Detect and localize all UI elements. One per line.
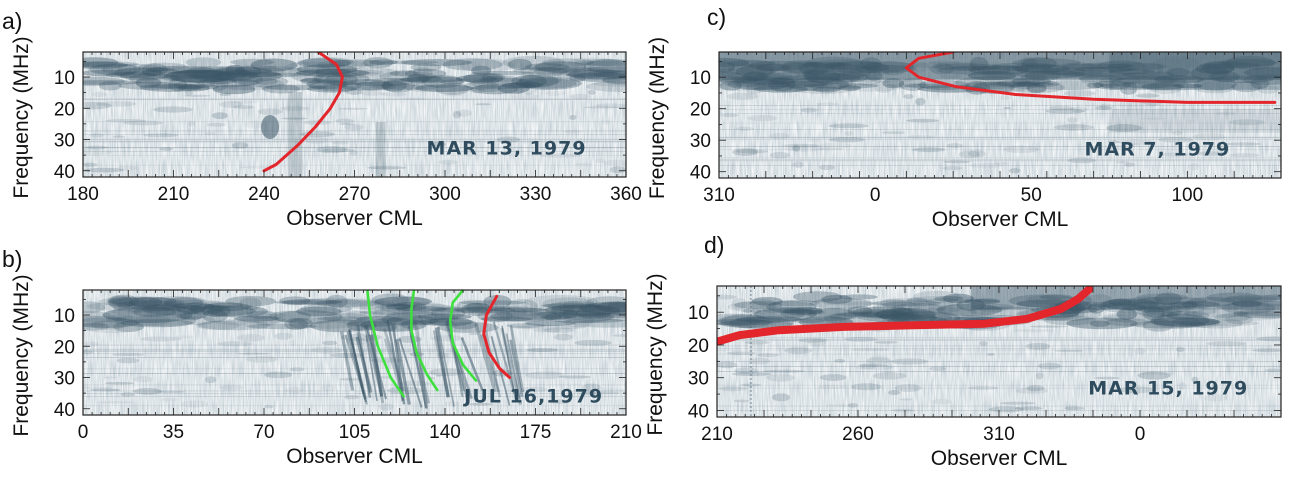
- y-axis-title: Frequency (MHz): [644, 273, 667, 435]
- x-tick-label: 210: [610, 422, 642, 443]
- panel-label: b): [2, 246, 22, 272]
- date-stamp: JUL 16,1979: [462, 386, 603, 408]
- spectrogram-texture: [717, 286, 1281, 417]
- x-tick-label: 0: [78, 422, 89, 443]
- y-tick-label: 40: [54, 400, 75, 421]
- y-tick-label: 30: [688, 369, 709, 390]
- x-axis-title: Observer CML: [286, 445, 423, 468]
- spectrogram-texture: [83, 290, 626, 415]
- y-tick-label: 40: [690, 163, 711, 184]
- green-curve-1: [366, 290, 405, 398]
- y-tick-label: 10: [54, 68, 75, 89]
- x-tick-label: 180: [67, 184, 99, 205]
- date-stamp: MAR 7, 1979: [1084, 138, 1230, 160]
- spectrogram-texture: [719, 52, 1281, 178]
- y-tick-label: 20: [54, 99, 75, 120]
- y-axis-title: Frequency (MHz): [10, 36, 33, 198]
- panel-label: a): [2, 8, 22, 34]
- y-tick-label: 40: [688, 401, 709, 422]
- x-tick-label: 310: [703, 185, 735, 206]
- y-tick-label: 20: [688, 336, 709, 357]
- panel-label: c): [707, 4, 726, 30]
- x-tick-label: 70: [253, 422, 274, 443]
- x-tick-label: 100: [1171, 185, 1203, 206]
- panel-b: 0 35 70 105 140 175 210 10 20 30 40 Observer CML Fre…: [2, 246, 642, 468]
- y-tick-label: 40: [54, 162, 75, 183]
- spectrogram-texture: [83, 52, 626, 177]
- y-axis-title: Frequency (MHz): [10, 274, 33, 436]
- panel-a: 180 210 240 270 300 330 360 10 20 30 40 Observer CM…: [2, 8, 642, 230]
- y-tick-label: 20: [54, 337, 75, 358]
- red-curve-1: [262, 52, 344, 173]
- x-tick-label: 140: [429, 422, 461, 443]
- red-curve-1: [904, 52, 1277, 104]
- x-axis-title: Observer CML: [932, 208, 1069, 231]
- x-tick-label: 260: [842, 424, 874, 445]
- y-axis-title: Frequency (MHz): [646, 37, 669, 199]
- y-tick-label: 30: [54, 131, 75, 152]
- panel-label: d): [704, 232, 724, 258]
- y-tick-label: 10: [688, 303, 709, 324]
- x-axis-title: Observer CML: [286, 207, 423, 230]
- y-tick-label: 30: [54, 369, 75, 390]
- red-curve-4: [482, 294, 512, 379]
- x-tick-label: 360: [610, 184, 642, 205]
- green-curve-3: [448, 290, 478, 382]
- panel-c: 310 0 50 100 10 20 30 40 Observer CML Frequency (…: [646, 4, 1282, 231]
- panel-d: 210 260 310 0 10 20 30 40 Observer CML Frequency …: [644, 232, 1282, 470]
- y-tick-label: 30: [690, 131, 711, 152]
- x-tick-label: 105: [339, 422, 371, 443]
- x-tick-label: 175: [520, 422, 552, 443]
- green-curve-2: [410, 290, 439, 392]
- x-tick-label: 270: [339, 184, 371, 205]
- x-tick-label: 0: [1135, 424, 1146, 445]
- y-tick-label: 10: [54, 306, 75, 327]
- x-tick-label: 210: [701, 424, 733, 445]
- x-tick-label: 0: [870, 185, 881, 206]
- x-tick-label: 300: [429, 184, 461, 205]
- y-tick-label: 10: [690, 68, 711, 89]
- x-tick-label: 240: [248, 184, 280, 205]
- x-tick-label: 330: [520, 184, 552, 205]
- date-stamp: MAR 15, 1979: [1088, 378, 1248, 400]
- x-tick-label: 50: [1021, 185, 1042, 206]
- x-axis-title: Observer CML: [931, 447, 1068, 470]
- y-tick-label: 20: [690, 100, 711, 121]
- red-curve-1: [717, 286, 1094, 346]
- x-tick-label: 310: [983, 424, 1015, 445]
- date-stamp: MAR 13, 1979: [427, 138, 587, 160]
- x-tick-label: 35: [163, 422, 184, 443]
- x-tick-label: 210: [158, 184, 190, 205]
